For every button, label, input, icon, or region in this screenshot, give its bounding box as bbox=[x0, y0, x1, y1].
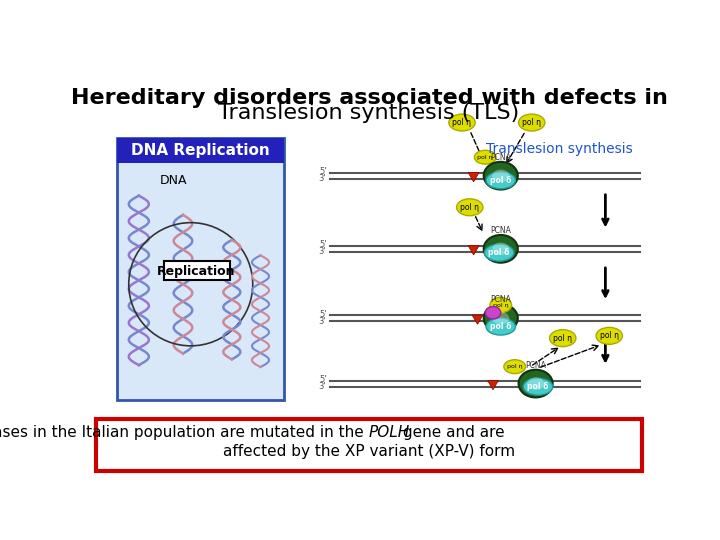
Ellipse shape bbox=[490, 298, 512, 313]
Ellipse shape bbox=[596, 327, 622, 345]
Text: Hereditary disorders associated with defects in: Hereditary disorders associated with def… bbox=[71, 88, 667, 108]
Text: PCNA: PCNA bbox=[490, 153, 511, 161]
Polygon shape bbox=[487, 381, 498, 390]
Polygon shape bbox=[468, 246, 479, 255]
Text: Replication: Replication bbox=[157, 265, 235, 278]
Text: pol η: pol η bbox=[553, 334, 572, 343]
Ellipse shape bbox=[518, 370, 553, 397]
Ellipse shape bbox=[492, 312, 509, 325]
Ellipse shape bbox=[484, 235, 518, 262]
Ellipse shape bbox=[474, 150, 496, 164]
Text: pol δ: pol δ bbox=[490, 322, 511, 331]
Ellipse shape bbox=[492, 242, 509, 255]
Text: 3': 3' bbox=[319, 316, 326, 326]
Text: Translesion synthesis (TLS): Translesion synthesis (TLS) bbox=[218, 103, 520, 123]
Text: 14.6% of the XP cases in the Italian population are mutated in the: 14.6% of the XP cases in the Italian pop… bbox=[0, 426, 369, 440]
Ellipse shape bbox=[484, 162, 518, 190]
Ellipse shape bbox=[456, 199, 483, 215]
Polygon shape bbox=[472, 315, 483, 325]
Bar bbox=[117, 138, 284, 400]
Ellipse shape bbox=[523, 378, 553, 395]
Bar bbox=[163, 261, 230, 280]
Text: pol η: pol η bbox=[477, 154, 493, 160]
Text: PCNA: PCNA bbox=[525, 361, 546, 369]
Ellipse shape bbox=[485, 244, 514, 261]
Text: pol η: pol η bbox=[452, 118, 472, 127]
Text: 5': 5' bbox=[319, 375, 326, 384]
Text: pol η: pol η bbox=[507, 364, 523, 369]
Ellipse shape bbox=[527, 377, 544, 390]
Text: pol η: pol η bbox=[460, 202, 480, 212]
Text: 5': 5' bbox=[319, 310, 326, 319]
Text: 5': 5' bbox=[319, 240, 326, 249]
Text: pol η: pol η bbox=[600, 332, 618, 340]
Polygon shape bbox=[468, 173, 479, 182]
Text: pol η: pol η bbox=[522, 118, 541, 127]
Text: pol δ: pol δ bbox=[527, 382, 549, 391]
Bar bbox=[117, 138, 284, 163]
Text: pol δ: pol δ bbox=[488, 248, 510, 257]
Text: gene and are: gene and are bbox=[397, 426, 504, 440]
Text: POLH: POLH bbox=[369, 426, 410, 440]
Text: pol δ: pol δ bbox=[490, 176, 511, 185]
Text: affected by the XP variant (XP-V) form: affected by the XP variant (XP-V) form bbox=[223, 444, 515, 459]
Ellipse shape bbox=[504, 360, 526, 374]
Ellipse shape bbox=[486, 172, 516, 189]
Bar bbox=[96, 419, 642, 471]
Ellipse shape bbox=[484, 304, 518, 332]
Ellipse shape bbox=[449, 114, 475, 131]
Ellipse shape bbox=[518, 114, 545, 131]
Text: DNA: DNA bbox=[160, 174, 187, 187]
Text: 3': 3' bbox=[319, 247, 326, 256]
Text: 3': 3' bbox=[319, 174, 326, 183]
Ellipse shape bbox=[492, 170, 509, 182]
Text: PCNA: PCNA bbox=[490, 295, 511, 304]
Text: 5': 5' bbox=[319, 167, 326, 177]
Text: pol η: pol η bbox=[493, 302, 508, 308]
Text: DNA Replication: DNA Replication bbox=[131, 143, 270, 158]
Ellipse shape bbox=[485, 307, 500, 319]
Ellipse shape bbox=[486, 318, 516, 335]
Text: Translesion synthesis: Translesion synthesis bbox=[486, 143, 632, 157]
Text: PCNA: PCNA bbox=[490, 226, 511, 235]
Ellipse shape bbox=[549, 330, 576, 347]
Text: 3': 3' bbox=[319, 382, 326, 391]
